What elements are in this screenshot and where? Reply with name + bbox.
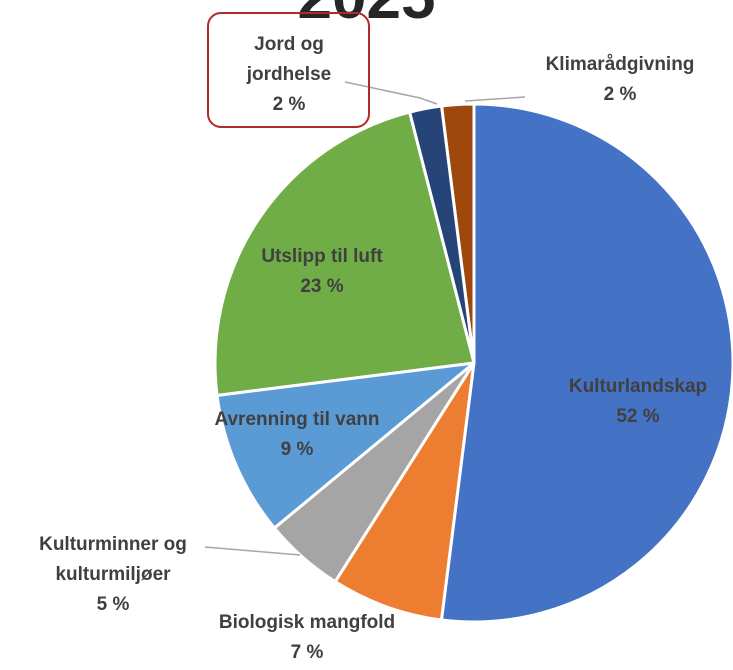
- callout-box: [207, 12, 370, 128]
- pie-slice: [333, 362, 476, 622]
- value-label: 2 %: [272, 94, 306, 115]
- category-label: Utslipp til luft: [261, 246, 383, 267]
- value-label: 7 %: [290, 642, 324, 663]
- leader-line: [464, 96, 526, 102]
- slice-label: Avrenning til vann 9 %: [177, 405, 417, 465]
- value-label: 2 %: [603, 84, 637, 105]
- pie-slice: [439, 102, 733, 624]
- slice-label: Klimarådgivning 2 %: [520, 50, 720, 110]
- slice-label: Kulturminner og kulturmiljøer 5 %: [13, 530, 213, 620]
- value-label: 52 %: [616, 406, 660, 427]
- slice-label: Jord og jordhelse 2 %: [219, 30, 359, 120]
- slice-label: Biologisk mangfold 7 %: [187, 608, 427, 668]
- category-label: Biologisk mangfold: [218, 612, 396, 633]
- value-label: 5 %: [96, 594, 130, 615]
- category-label: Klimarådgivning: [545, 54, 695, 75]
- value-label: 23 %: [300, 276, 344, 297]
- slice-label: Kulturlandskap 52 %: [538, 372, 733, 432]
- category-label: Jord og jordhelse: [246, 34, 332, 85]
- category-label: Kulturlandskap: [568, 376, 708, 397]
- slice-label: Utslipp til luft 23 %: [222, 242, 422, 302]
- category-label: Kulturminner og kulturmiljøer: [39, 534, 187, 585]
- leader-line: [344, 81, 438, 105]
- pie-slice: [213, 110, 476, 398]
- leader-line: [204, 546, 301, 556]
- value-label: 9 %: [280, 439, 314, 460]
- pie-slice: [215, 360, 479, 531]
- category-label: Avrenning til vann: [214, 409, 380, 430]
